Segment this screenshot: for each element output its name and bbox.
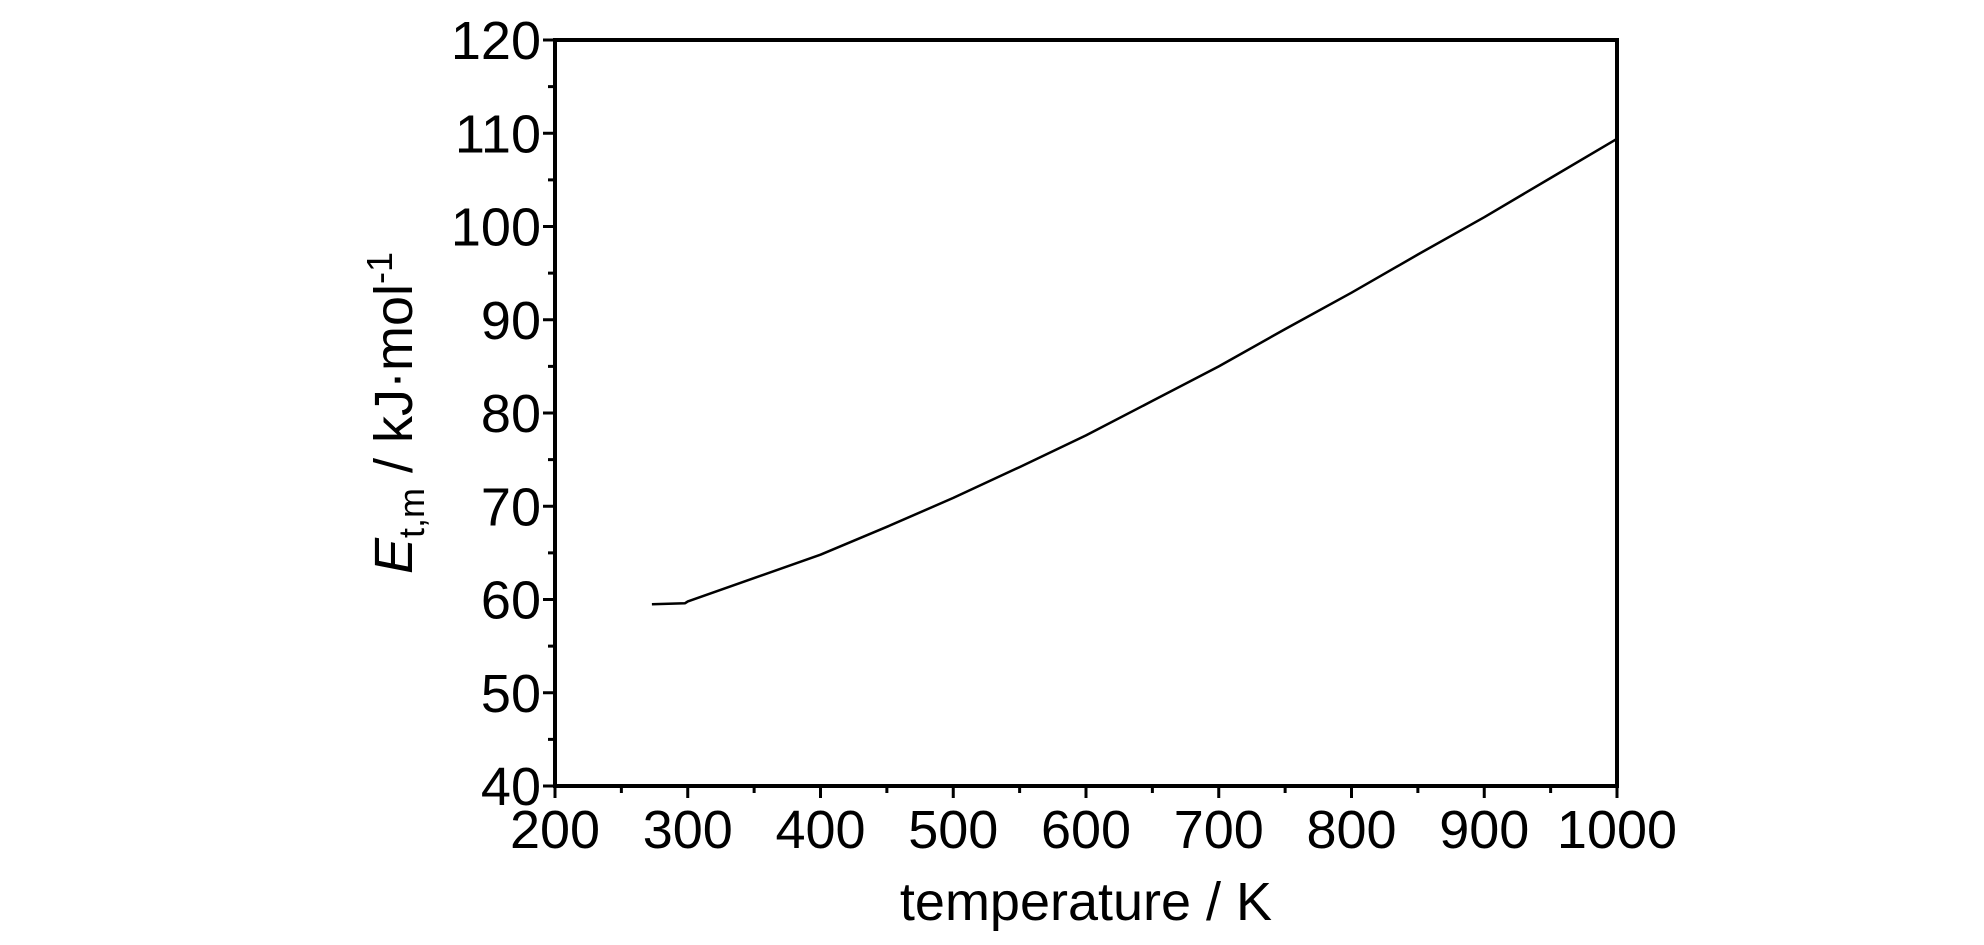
y-tick-label: 60: [481, 571, 541, 631]
x-tick-label: 300: [643, 800, 733, 860]
y-tick-label: 90: [481, 291, 541, 351]
x-tick-label: 900: [1439, 800, 1529, 860]
series-line: [651, 137, 1618, 606]
plot-frame: [553, 38, 1619, 788]
x-tick-label: 700: [1174, 800, 1264, 860]
y-tick-labels: 40 50 60 70 80 90 100 110 120: [451, 11, 541, 817]
y-axis-subscript: t,m: [391, 488, 432, 538]
x-tick-label: 600: [1041, 800, 1131, 860]
y-tick-label: 80: [481, 384, 541, 444]
x-tick-label: 200: [510, 800, 600, 860]
y-tick-label: 70: [481, 477, 541, 537]
y-axis-superscript: -1: [359, 252, 400, 284]
y-tick-label: 40: [481, 757, 541, 817]
x-tick-label: 400: [775, 800, 865, 860]
y-axis-title: Et,m / kJ·mol-1: [359, 252, 432, 574]
x-tick-label: 500: [908, 800, 998, 860]
y-axis-symbol: E: [364, 537, 424, 574]
y-tick-label: 110: [455, 104, 541, 164]
y-tick-label: 50: [481, 664, 541, 724]
y-axis-unit: / kJ·mol: [364, 284, 424, 488]
x-tick-label: 800: [1306, 800, 1396, 860]
x-tick-label: 1000: [1557, 800, 1677, 860]
y-tick-label: 120: [451, 11, 541, 71]
x-axis-title: temperature / K: [900, 872, 1272, 932]
y-tick-label: 100: [451, 198, 541, 258]
x-tick-labels: 200 300 400 500 600 700 800 900 1000: [510, 800, 1677, 860]
series-layer: [651, 137, 1618, 606]
